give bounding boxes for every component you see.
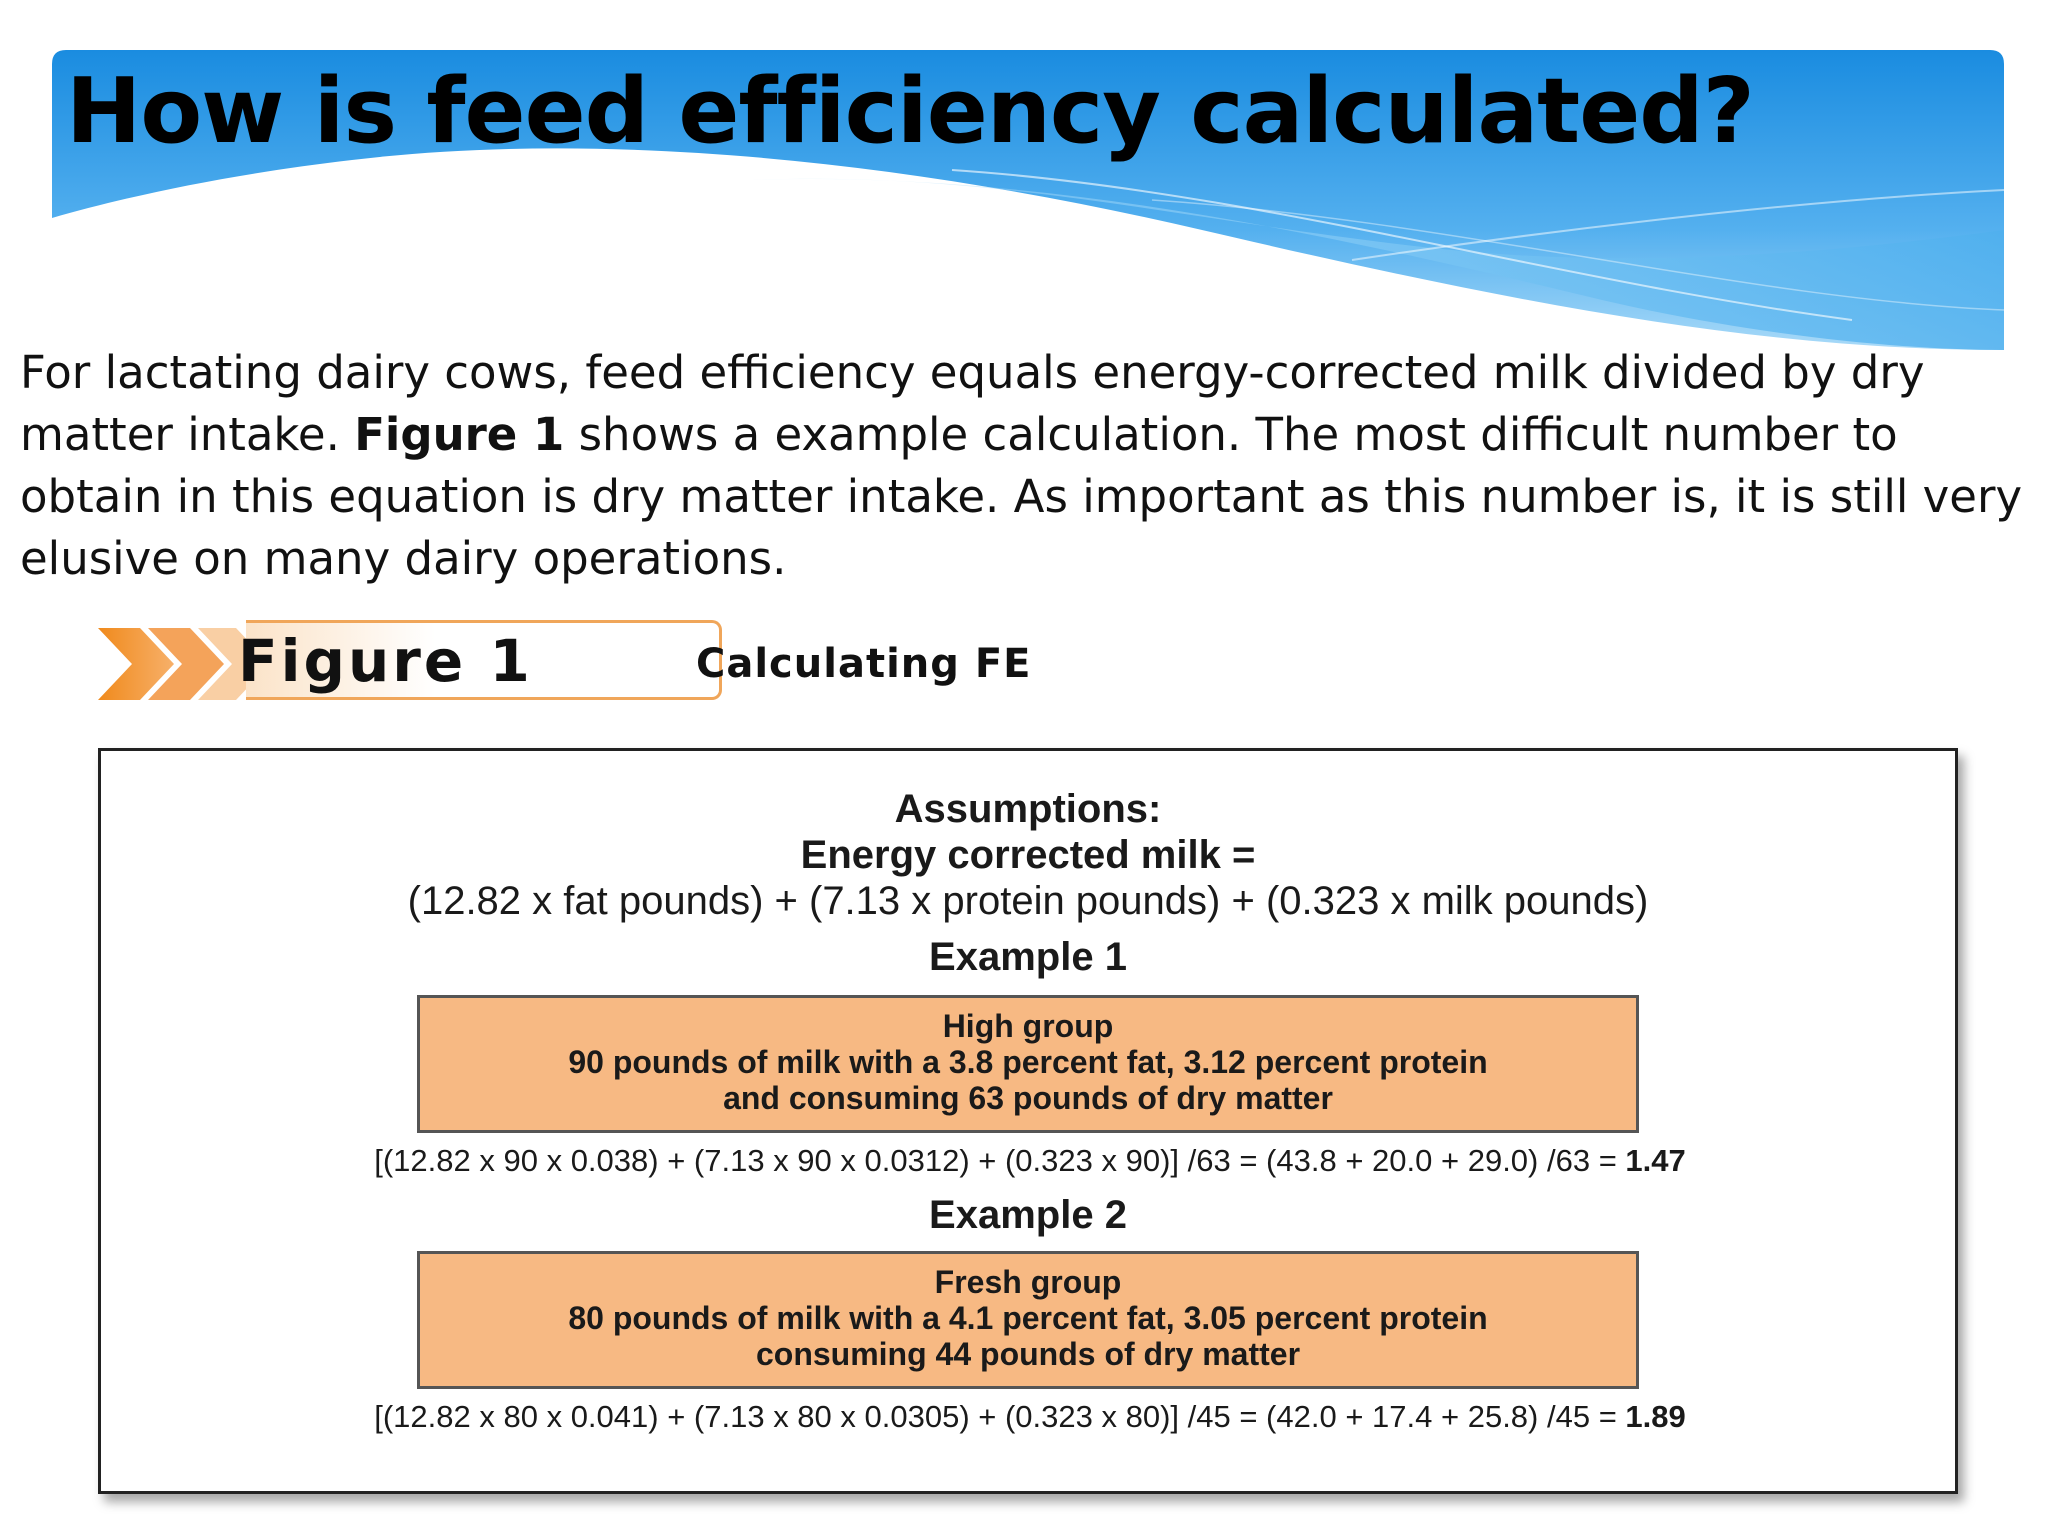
body-paragraph: For lactating dairy cows, feed efficienc… (20, 342, 2030, 590)
example-1-group-line-2: and consuming 63 pounds of dry matter (723, 1080, 1333, 1116)
body-intro-text: For lactating dairy cows, feed efficienc… (20, 346, 1925, 461)
figure-box: Assumptions: Energy corrected milk = (12… (98, 748, 1958, 1494)
example-2-result: 1.89 (1625, 1399, 1686, 1434)
example-2-group-line-2: consuming 44 pounds of dry matter (755, 1336, 1301, 1372)
example-1-result: 1.47 (1625, 1143, 1686, 1178)
example-2-group-line-1: 80 pounds of milk with a 4.1 percent fat… (568, 1300, 1488, 1336)
example-1-group-box: High group 90 pounds of milk with a 3.8 … (417, 995, 1639, 1133)
example-2-group-box: Fresh group 80 pounds of milk with a 4.1… (417, 1251, 1639, 1389)
body-figure-reference: Figure 1 (354, 408, 565, 461)
figure-caption: Calculating FE (696, 641, 1032, 687)
ecm-label: Energy corrected milk = (800, 833, 1256, 877)
body-rest-text: shows a example calculation. The most di… (20, 408, 2023, 585)
figure-label: Figure 1 (238, 627, 533, 695)
figure-label-tab (246, 620, 722, 700)
example-1-group-name: High group (942, 1008, 1114, 1044)
example-1-group-line-1: 90 pounds of milk with a 3.8 percent fat… (568, 1044, 1488, 1080)
ecm-formula: (12.82 x fat pounds) + (7.13 x protein p… (407, 879, 1649, 923)
example-2-group-name: Fresh group (934, 1264, 1122, 1300)
example-2-calc-text: [(12.82 x 80 x 0.041) + (7.13 x 80 x 0.0… (374, 1399, 1626, 1434)
example-1-calculation: [(12.82 x 90 x 0.038) + (7.13 x 90 x 0.0… (115, 1141, 1945, 1181)
example-2-title: Example 2 (929, 1193, 1127, 1237)
example-1-calc-text: [(12.82 x 90 x 0.038) + (7.13 x 90 x 0.0… (374, 1143, 1626, 1178)
slide-title: How is feed efficiency calculated? (66, 59, 1755, 164)
example-1-title: Example 1 (929, 935, 1127, 979)
assumptions-title: Assumptions: (894, 787, 1162, 831)
example-2-calculation: [(12.82 x 80 x 0.041) + (7.13 x 80 x 0.0… (115, 1397, 1945, 1437)
figure-header: Figure 1 Calculating FE (96, 618, 1096, 710)
header-banner (52, 50, 2004, 350)
